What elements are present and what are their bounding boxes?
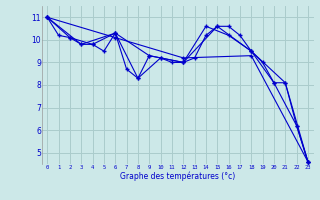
X-axis label: Graphe des températures (°c): Graphe des températures (°c) xyxy=(120,171,235,181)
